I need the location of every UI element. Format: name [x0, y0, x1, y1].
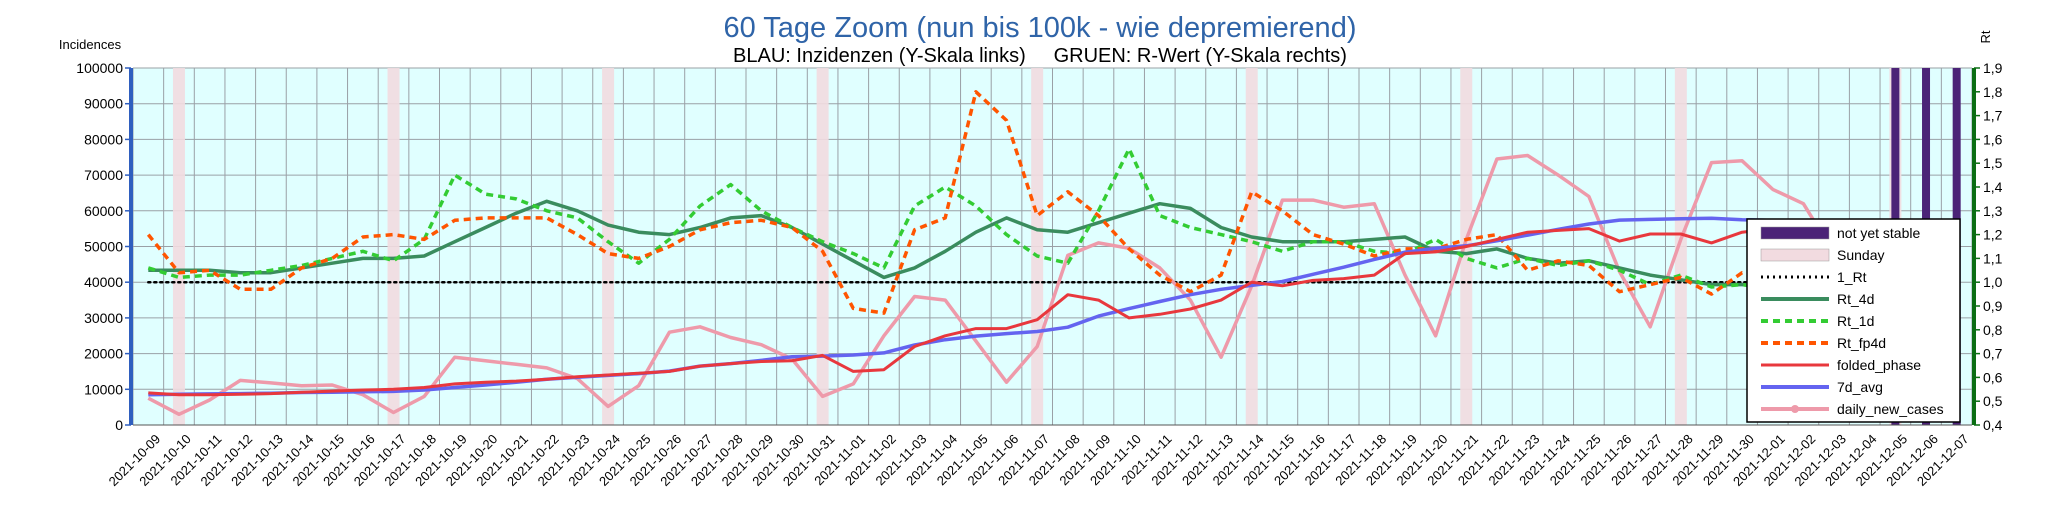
chart-title: 60 Tage Zoom (nun bis 100k - wie depremi… [724, 12, 1357, 44]
right-tick-label: 0,8 [1983, 322, 2003, 338]
left-tick-label: 40000 [84, 274, 123, 290]
right-tick-label: 1,4 [1983, 179, 2003, 195]
legend-swatch-sunday [1760, 248, 1830, 262]
sunday-band [816, 68, 829, 425]
left-tick-label: 20000 [84, 346, 123, 362]
right-tick-label: 0,7 [1983, 346, 2003, 362]
right-tick-label: 0,9 [1983, 298, 2003, 314]
right-tick-label: 1,8 [1983, 84, 2003, 100]
right-tick-label: 1,0 [1983, 274, 2003, 290]
legend-marker-daily-new-cases [1791, 405, 1799, 413]
legend-label-1-rt: 1_Rt [1837, 269, 1867, 285]
sunday-band [387, 68, 400, 425]
legend-label-daily-new-cases: daily_new_cases [1837, 401, 1944, 417]
right-tick-label: 0,5 [1983, 393, 2003, 409]
legend-label-rt-4d: Rt_4d [1837, 291, 1874, 307]
left-tick-label: 0 [115, 417, 123, 433]
right-axis-label: Rt [1978, 30, 1993, 43]
legend-label-7d-avg: 7d_avg [1837, 379, 1883, 395]
legend-label-folded-phase: folded_phase [1837, 357, 1921, 373]
legend-label-rt-1d: Rt_1d [1837, 313, 1874, 329]
legend-label-sunday: Sunday [1837, 247, 1884, 263]
sunday-band [172, 68, 185, 425]
right-tick-label: 1,6 [1983, 131, 2003, 147]
chart-subtitle: BLAU: Inzidenzen (Y-Skala links) GRUEN: … [733, 45, 1347, 67]
left-tick-label: 30000 [84, 310, 123, 326]
sunday-band [1031, 68, 1044, 425]
left-tick-label: 10000 [84, 381, 123, 397]
right-tick-label: 0,4 [1983, 417, 2003, 433]
sunday-band [602, 68, 615, 425]
sunday-band [1674, 68, 1687, 425]
left-tick-label: 80000 [84, 131, 123, 147]
left-tick-label: 50000 [84, 239, 123, 255]
right-tick-label: 1,7 [1983, 108, 2003, 124]
right-tick-label: 1,2 [1983, 227, 2003, 243]
series-line-7d-avg [148, 216, 1958, 397]
legend-swatch-not-yet-stable [1760, 226, 1830, 240]
legend-label-not-yet-stable: not yet stable [1837, 225, 1920, 241]
series-line-rt-4d [148, 199, 1958, 303]
right-tick-label: 1,3 [1983, 203, 2003, 219]
series-line-daily-new-cases [147, 153, 1958, 417]
right-tick-label: 0,6 [1983, 369, 2003, 385]
sunday-band [1245, 68, 1258, 425]
legend-label-rt-fp4d: Rt_fp4d [1837, 335, 1886, 351]
series-line-rt-fp4d [146, 90, 1959, 348]
left-tick-label: 70000 [84, 167, 123, 183]
left-tick-label: 100000 [76, 60, 123, 76]
left-tick-label: 60000 [84, 203, 123, 219]
right-tick-label: 1,9 [1983, 60, 2003, 76]
left-tick-label: 90000 [84, 96, 123, 112]
series-line-folded-phase [148, 225, 1958, 397]
left-axis-label: Incidences [59, 37, 122, 52]
right-tick-label: 1,5 [1983, 155, 2003, 171]
right-tick-label: 1,1 [1983, 250, 2003, 266]
